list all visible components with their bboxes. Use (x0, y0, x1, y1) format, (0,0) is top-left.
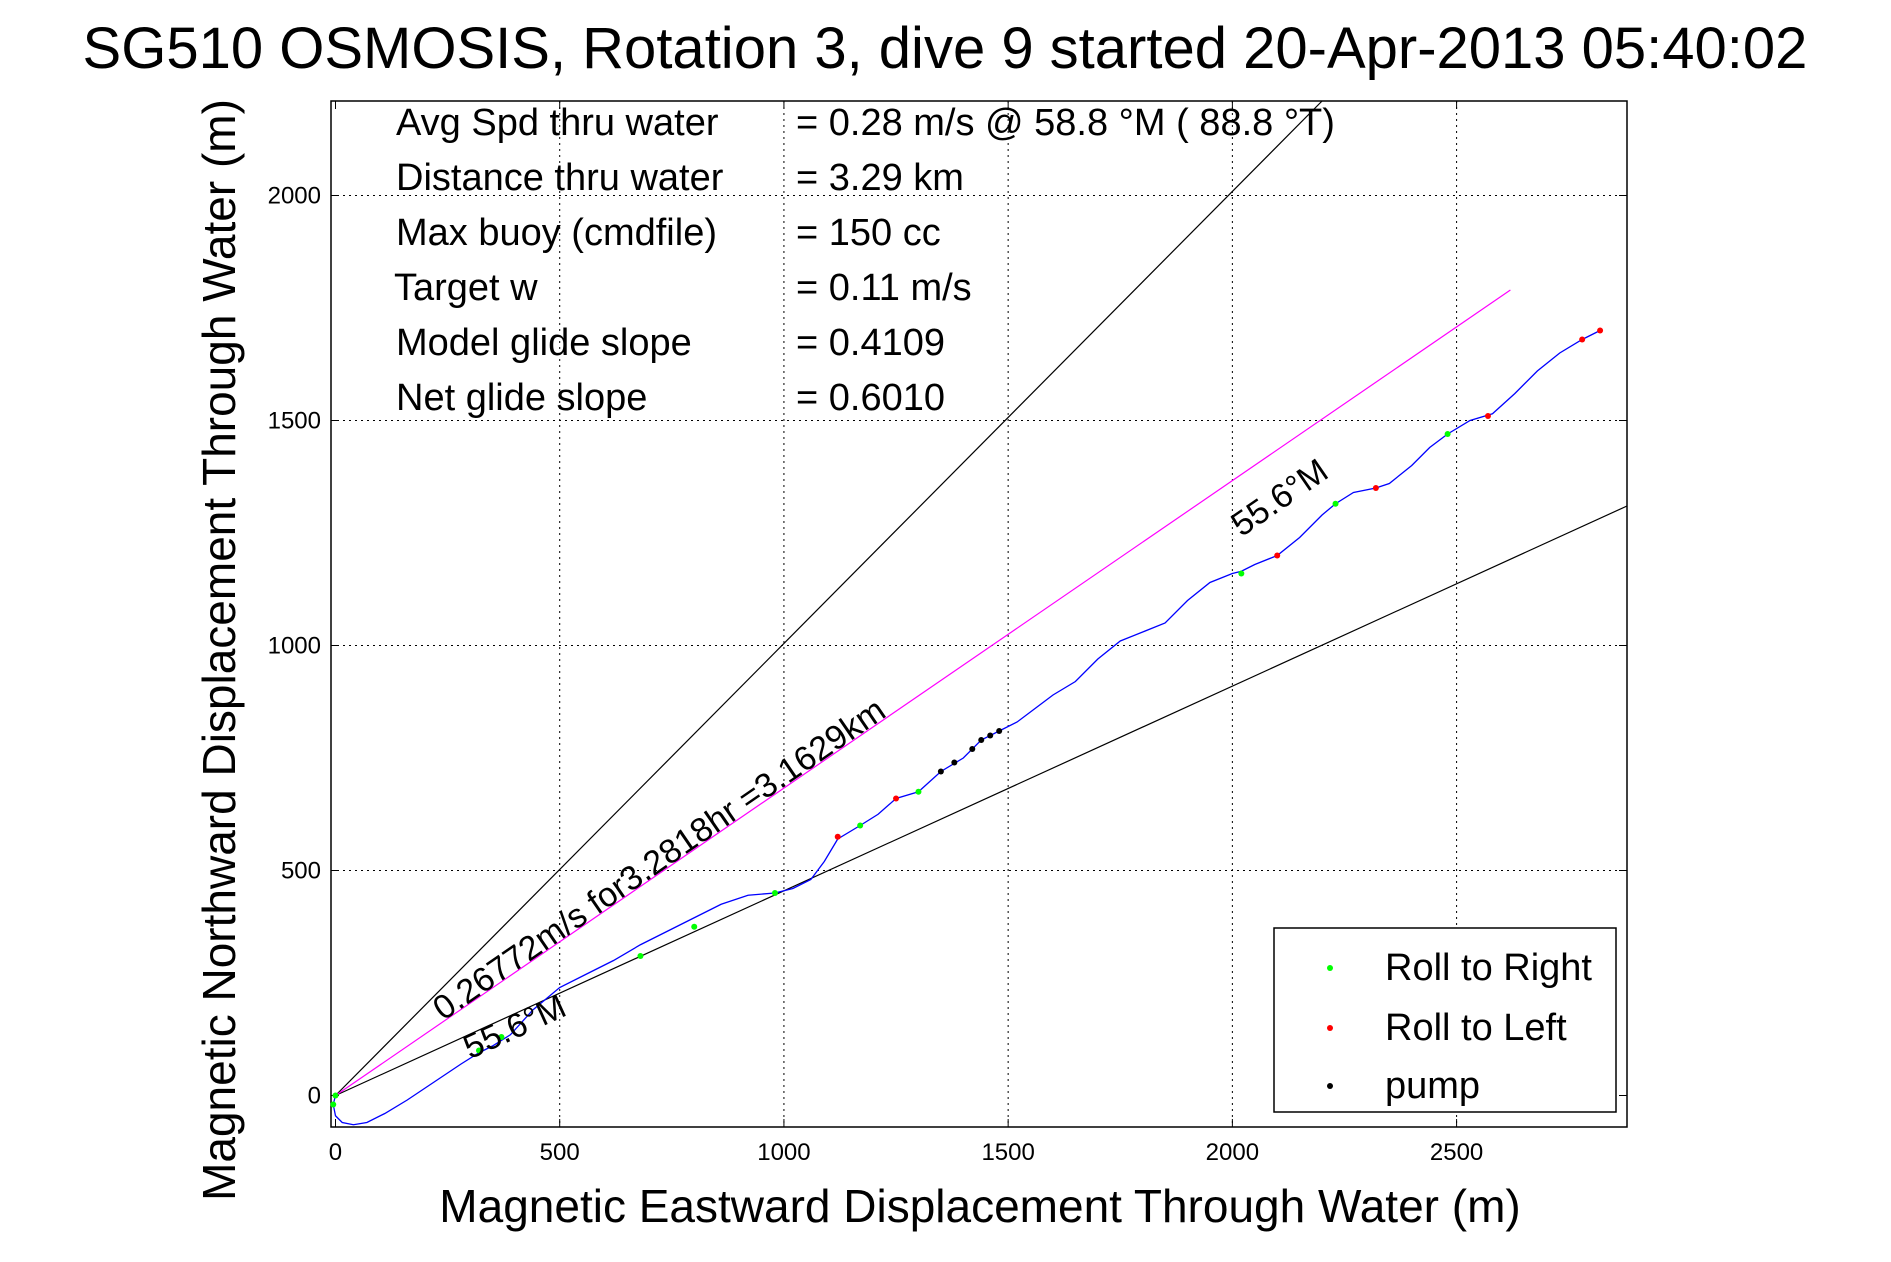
data-point (475, 1047, 482, 1054)
data-point (978, 737, 985, 743)
data-point (1332, 500, 1339, 507)
data-point (937, 768, 944, 775)
summary-value: = 0.28 m/s @ 58.8 °M ( 88.8 °T) (796, 102, 1335, 144)
x-axis-label: Magnetic Eastward Displacement Through W… (439, 1180, 1520, 1232)
reference-line (335, 289, 1511, 1096)
summary-label: Max buoy (cmdfile) (396, 212, 717, 254)
data-point (771, 890, 778, 896)
y-axis-label: Magnetic Northward Displacement Through … (193, 99, 245, 1201)
legend-marker (1327, 1083, 1333, 1089)
summary-block: Avg Spd thru water = 0.28 m/s @ 58.8 °M (… (394, 102, 1335, 419)
summary-value: = 0.4109 (796, 322, 945, 364)
x-axis-ticks: 0 500 1000 1500 2000 2500 (329, 101, 1483, 1166)
x-tick-label: 1500 (981, 1139, 1034, 1166)
x-tick-label: 1000 (757, 1139, 810, 1166)
summary-label: Target w (394, 267, 538, 309)
reference-line (335, 505, 1628, 1097)
legend-label: Roll to Right (1385, 947, 1592, 989)
data-point (1238, 570, 1245, 577)
reference-line (335, 100, 1323, 1096)
data-point (1597, 327, 1604, 334)
data-point (637, 953, 644, 959)
y-axis-ticks: 0 500 1000 1500 2000 (268, 183, 1627, 1110)
data-point (951, 759, 958, 766)
legend-label: pump (1385, 1065, 1480, 1107)
summary-value: = 3.29 km (796, 157, 964, 199)
data-point (330, 1101, 337, 1108)
summary-value: = 0.11 m/s (796, 267, 972, 309)
data-point (1372, 485, 1379, 491)
data-point (857, 822, 864, 829)
data-point (1274, 552, 1281, 559)
summary-label: Distance thru water (396, 157, 724, 199)
marker-layer (330, 327, 1604, 1108)
series-line (332, 329, 1601, 1126)
x-tick-label: 500 (540, 1139, 580, 1166)
legend-marker (1327, 1025, 1333, 1031)
data-point (834, 833, 841, 840)
chart-title: SG510 OSMOSIS, Rotation 3, dive 9 starte… (83, 16, 1808, 81)
plot-area: 0 500 1000 1500 2000 2500 0 500 1000 1500 2000 Av… (268, 100, 1628, 1166)
data-point (1579, 336, 1586, 343)
reference-lines (335, 100, 1628, 1097)
series-layer (332, 329, 1601, 1126)
data-point (969, 746, 976, 752)
x-tick-label: 0 (329, 1139, 342, 1166)
y-tick-label: 500 (281, 858, 321, 885)
summary-value: = 0.6010 (796, 377, 945, 419)
y-tick-label: 1500 (268, 408, 321, 435)
legend-box (1273, 927, 1617, 1113)
summary-label: Avg Spd thru water (396, 102, 719, 144)
summary-label: Model glide slope (396, 322, 692, 364)
x-tick-label: 2000 (1206, 1139, 1259, 1166)
data-point (1484, 413, 1491, 419)
summary-value: = 150 cc (796, 212, 941, 254)
data-point (691, 923, 698, 930)
legend-label: Roll to Left (1385, 1007, 1567, 1049)
data-point (996, 728, 1003, 734)
summary-label: Net glide slope (396, 377, 647, 419)
x-tick-label: 2500 (1430, 1139, 1483, 1166)
y-tick-label: 2000 (268, 183, 321, 210)
grid (331, 101, 1627, 1127)
legend-marker (1327, 965, 1333, 971)
y-tick-label: 1000 (268, 633, 321, 660)
data-point (1444, 431, 1451, 437)
data-point (987, 732, 994, 739)
data-point (893, 795, 900, 802)
data-point (498, 1034, 505, 1040)
legend: Roll to Right Roll to Left pump (1273, 927, 1617, 1113)
y-tick-label: 0 (308, 1083, 321, 1110)
data-point (915, 788, 922, 795)
data-point (332, 1092, 339, 1099)
legend-items: Roll to Right Roll to Left pump (1327, 947, 1592, 1107)
